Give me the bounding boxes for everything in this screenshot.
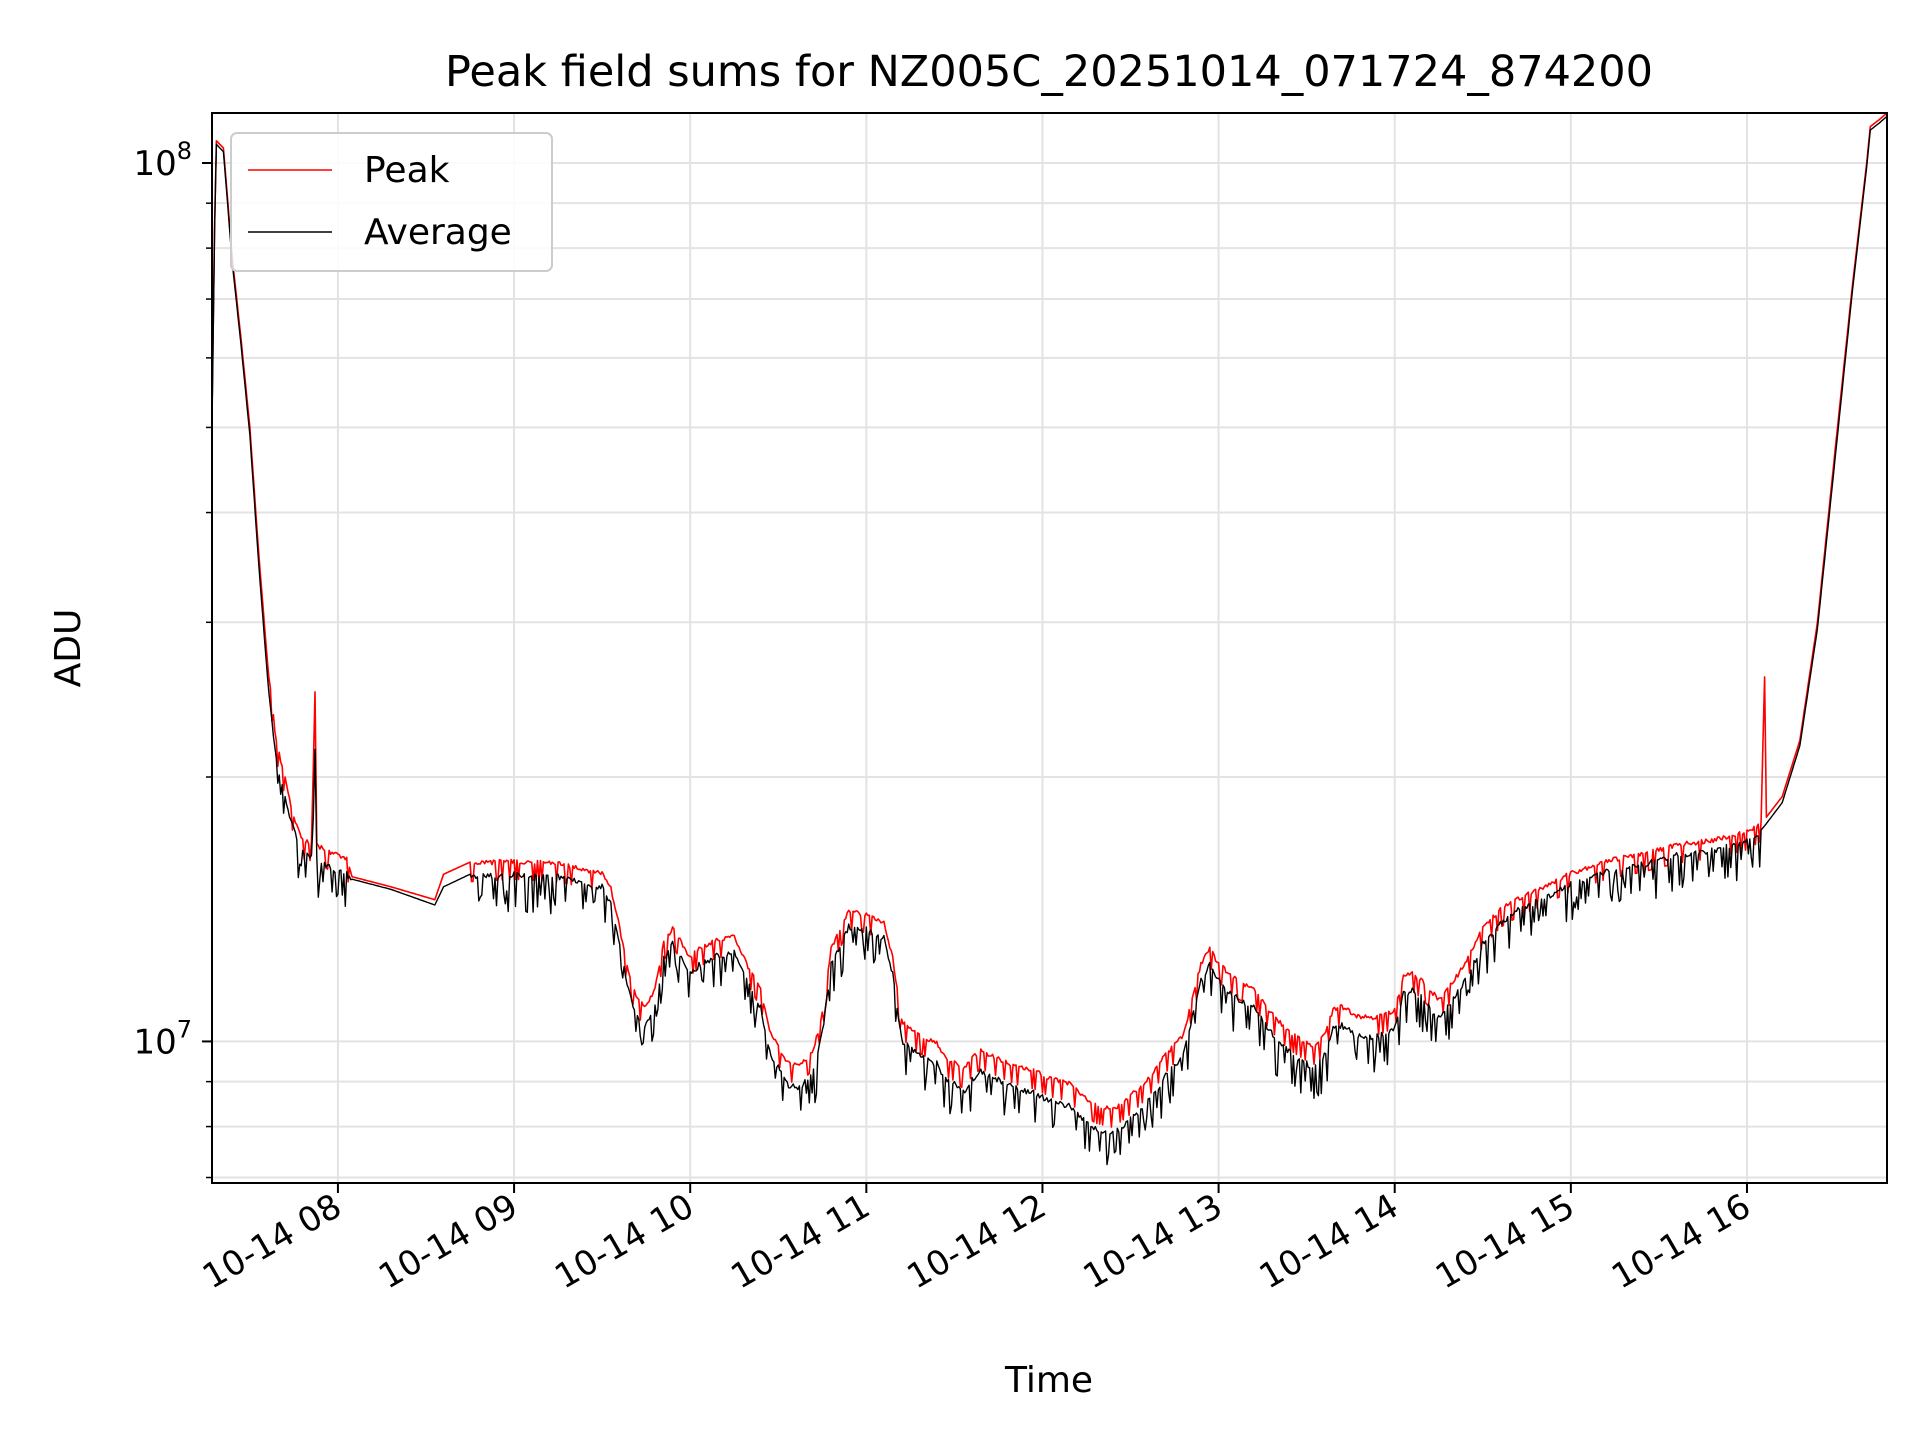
series-layer [211, 112, 1888, 1166]
legend-label-peak: Peak [364, 150, 450, 191]
legend-box [230, 132, 553, 272]
series-line-peak [211, 112, 1888, 1128]
y-tick-exponent: 8 [177, 137, 192, 165]
x-axis-title: Time [1004, 1360, 1093, 1401]
y-tick-base: 10 [133, 1022, 176, 1062]
legend: Peak Average [230, 132, 553, 272]
y-tick-label: 107 [133, 1015, 192, 1062]
axes-frame [211, 112, 1888, 1184]
y-axis-title: ADU [48, 609, 89, 688]
legend-label-average: Average [364, 212, 512, 253]
chart-title: Peak field sums for NZ005C_20251014_0717… [445, 47, 1653, 97]
y-tick-label: 108 [133, 137, 192, 184]
y-tick-base: 10 [133, 144, 176, 184]
grid-layer [212, 113, 1887, 1183]
y-tick-exponent: 7 [177, 1015, 192, 1043]
series-line-average [211, 115, 1888, 1166]
